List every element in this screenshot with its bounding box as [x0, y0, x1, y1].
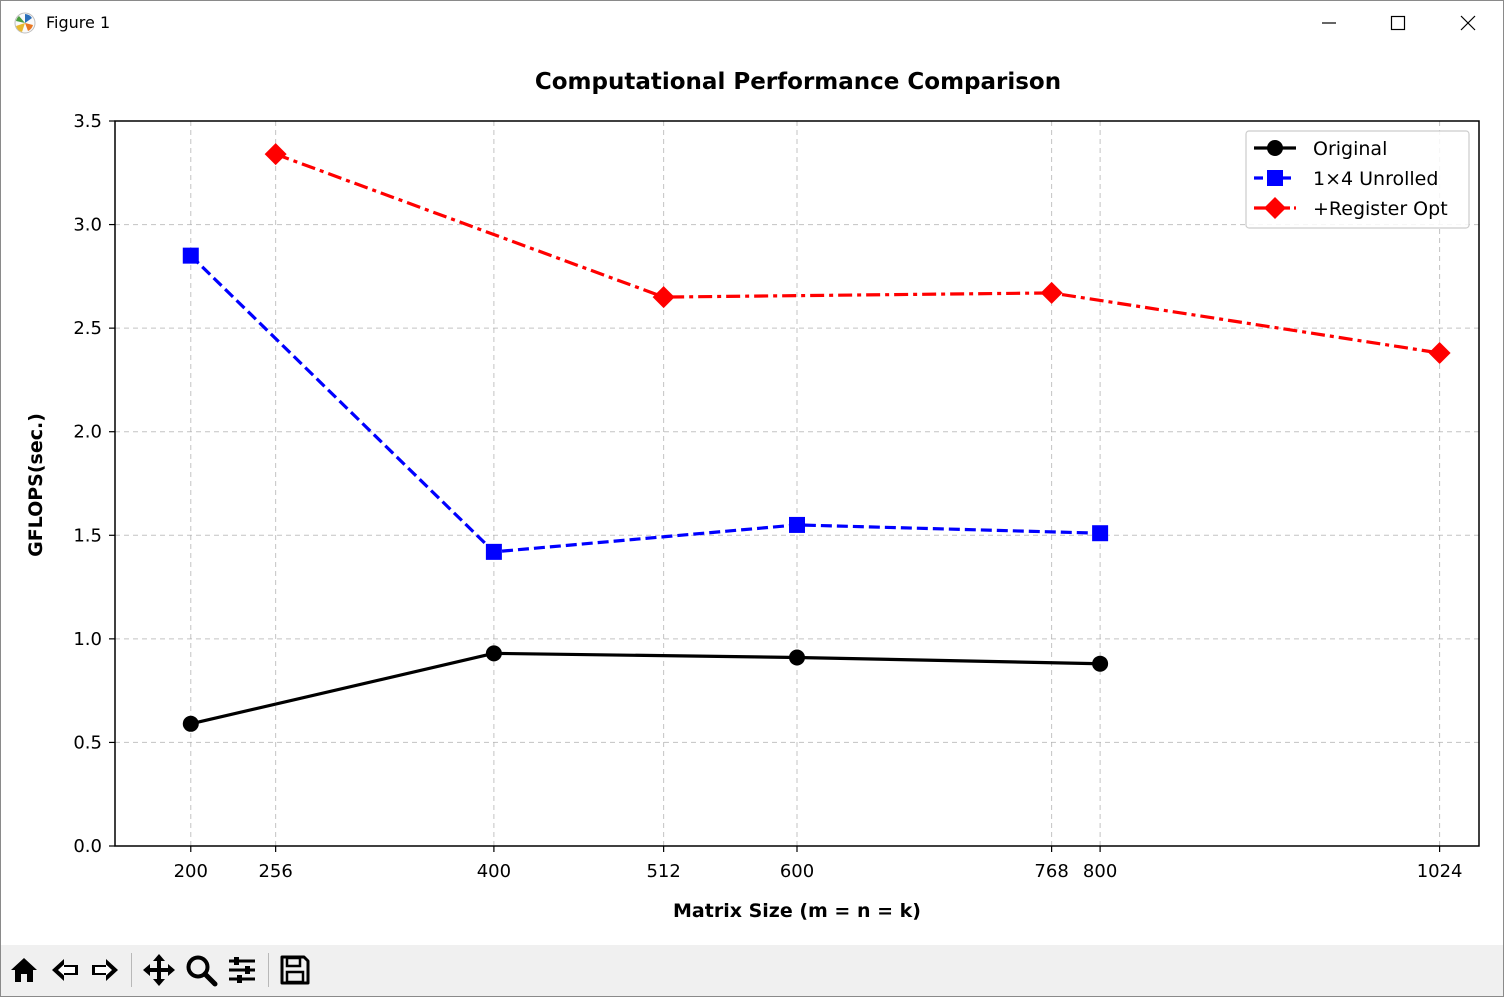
series-line [189, 254, 1101, 554]
data-point [789, 649, 805, 666]
grid-lines [115, 120, 1479, 847]
configure-subplots-icon [229, 957, 255, 983]
x-tick-label: 200 [174, 861, 208, 882]
navigation-toolbar [1, 945, 1503, 996]
data-point [485, 645, 502, 662]
forward-button[interactable] [86, 952, 122, 988]
minimize-button[interactable] [1294, 1, 1364, 45]
title-bar[interactable]: Figure 1 [1, 1, 1503, 45]
data-point [485, 543, 502, 560]
save-floppy-icon [280, 955, 310, 985]
toolbar-separator [268, 953, 269, 987]
zoom-magnifier-icon [186, 955, 218, 987]
data-point [1040, 281, 1063, 304]
legend-box [1245, 130, 1470, 229]
close-icon [1460, 15, 1476, 31]
x-tick-label: 800 [1083, 861, 1117, 882]
forward-arrow-icon [92, 959, 118, 981]
legend-marker [1267, 170, 1283, 186]
configure-subplots-button[interactable] [224, 952, 260, 988]
toolbar-separator [131, 953, 132, 987]
home-button[interactable] [6, 952, 42, 988]
y-tick-label: 0.0 [73, 836, 102, 857]
series-line [190, 651, 1101, 726]
chart-title: Computational Performance Comparison [535, 69, 1061, 95]
minimize-icon [1322, 22, 1336, 24]
legend-marker [1264, 197, 1286, 219]
y-tick-label: 3.5 [73, 111, 102, 132]
data-point [264, 143, 287, 166]
x-tick-label: 400 [477, 861, 511, 882]
x-tick-label: 600 [780, 861, 814, 882]
data-series [182, 143, 1451, 732]
y-tick-label: 1.0 [73, 629, 102, 650]
back-button[interactable] [48, 952, 84, 988]
line-chart: 200 256 400 512 600 768 800 1024 0.0 0.5 1.0 1.5 2.0… [25, 69, 1480, 922]
series-square [182, 247, 1109, 560]
x-axis-label: Matrix Size (m = n = k) [673, 900, 921, 922]
y-tick-label: 2.5 [73, 318, 102, 339]
axis-ticks: 200 256 400 512 600 768 800 1024 0.0 0.5 1.0 1.5 2.0… [73, 111, 1462, 882]
x-tick-label: 256 [258, 861, 292, 882]
y-tick-label: 3.0 [73, 215, 102, 236]
x-tick-label: 1024 [1417, 861, 1463, 882]
legend-label: 1×4 Unrolled [1313, 168, 1438, 190]
pan-move-icon [143, 954, 175, 986]
close-button[interactable] [1433, 1, 1503, 45]
data-point [1092, 525, 1109, 542]
save-button[interactable] [277, 952, 313, 988]
legend-label: Original [1313, 138, 1387, 160]
x-tick-label: 768 [1034, 861, 1068, 882]
series-circle [182, 645, 1109, 732]
maximize-icon [1390, 15, 1406, 31]
home-icon [11, 958, 37, 982]
data-point [182, 715, 199, 732]
data-point [789, 516, 805, 533]
back-arrow-icon [52, 959, 78, 981]
data-point [652, 286, 675, 309]
figure-canvas[interactable]: 200 256 400 512 600 768 800 1024 0.0 0.5 1.0 1.5 2.0… [1, 45, 1503, 945]
x-tick-label: 512 [646, 861, 680, 882]
data-point [1428, 342, 1451, 364]
pan-button[interactable] [141, 952, 177, 988]
y-tick-label: 0.5 [73, 732, 102, 753]
matplotlib-logo-icon [13, 11, 37, 35]
legend: Original 1×4 Unrolled +Register Opt [1245, 130, 1470, 229]
zoom-button[interactable] [183, 952, 219, 988]
data-point [1092, 655, 1109, 672]
legend-marker [1267, 140, 1283, 156]
window-title: Figure 1 [46, 13, 111, 32]
series-diamond [264, 143, 1451, 364]
series-line [275, 152, 1440, 355]
y-tick-label: 2.0 [73, 422, 102, 443]
legend-label: +Register Opt [1313, 198, 1448, 220]
data-point [182, 247, 199, 264]
y-axis-label: GFLOPS(sec.) [25, 413, 47, 557]
maximize-button[interactable] [1363, 1, 1433, 45]
y-tick-label: 1.5 [73, 525, 102, 546]
